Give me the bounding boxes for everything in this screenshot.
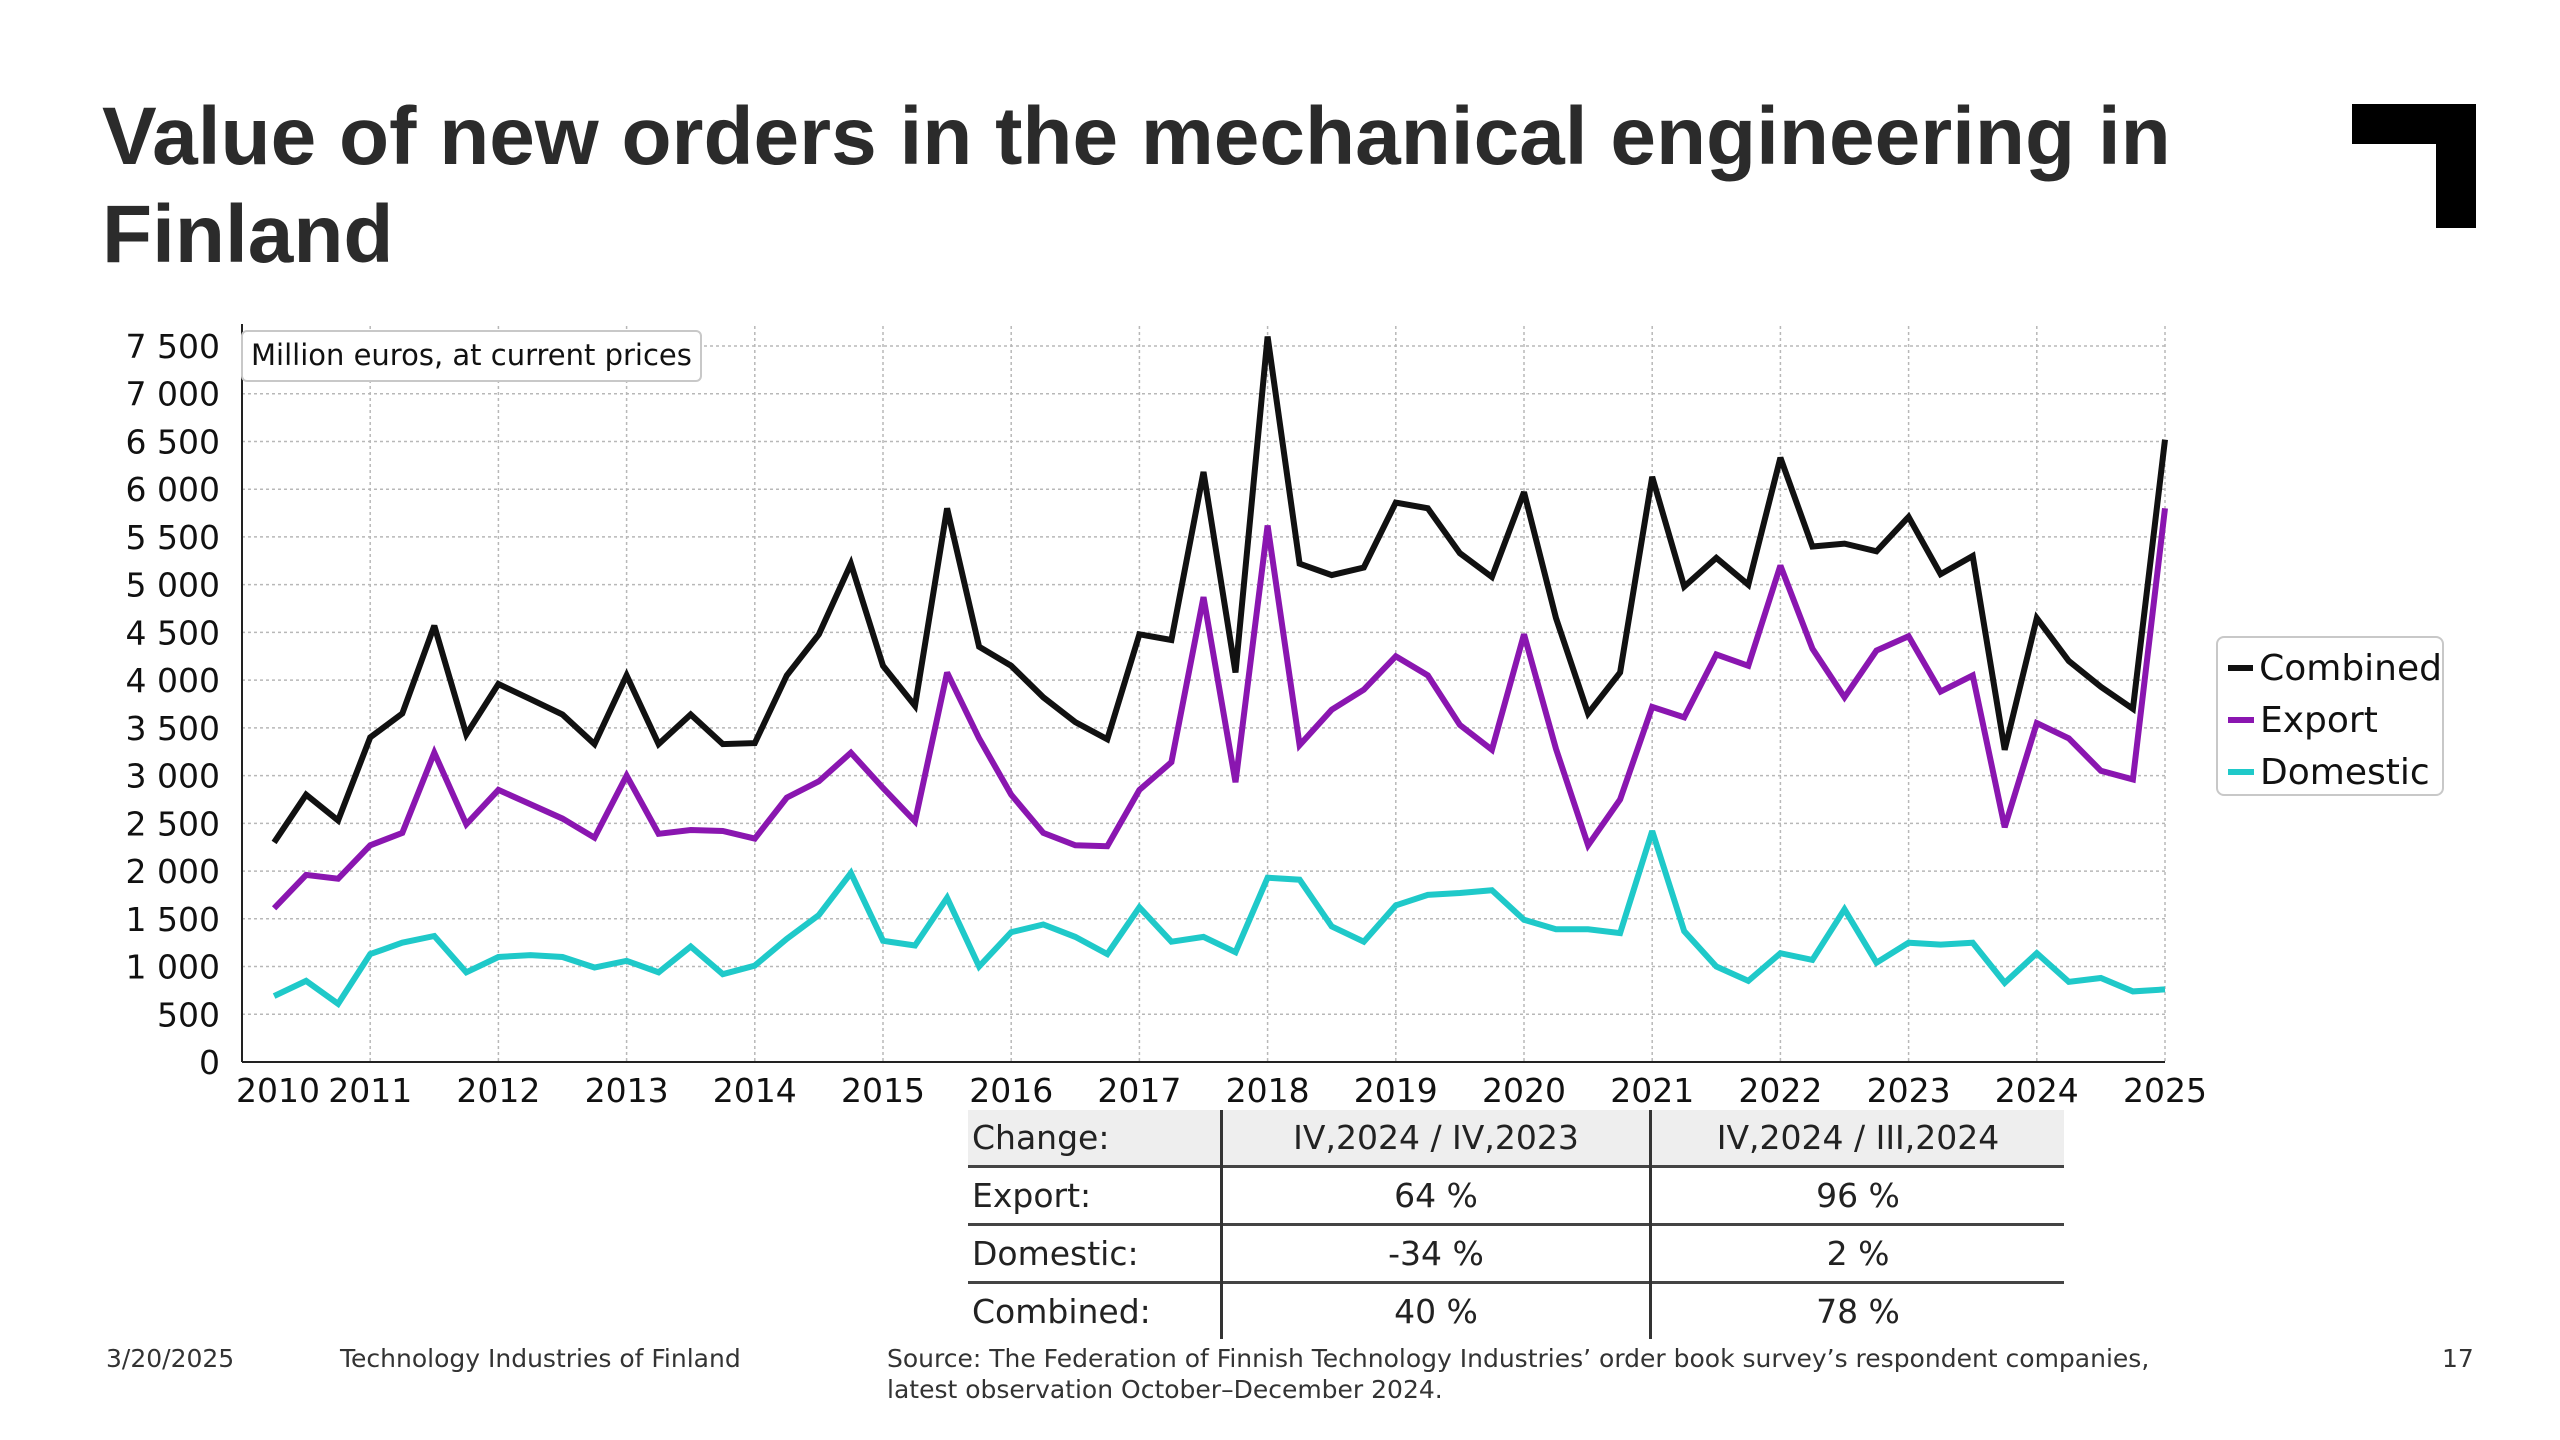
legend-item-combined: Combined bbox=[2228, 642, 2442, 694]
y-tick-label: 2 500 bbox=[126, 804, 220, 843]
footer-source-line1: Source: The Federation of Finnish Techno… bbox=[887, 1344, 2150, 1373]
row-label: Combined: bbox=[972, 1292, 1151, 1331]
x-tick-label: 2011 bbox=[328, 1071, 412, 1110]
y-tick-label: 6 000 bbox=[126, 470, 220, 509]
x-tick-label: 2013 bbox=[585, 1071, 669, 1110]
y-tick-label: 2 000 bbox=[126, 852, 220, 891]
series-line-combined bbox=[271, 336, 2168, 845]
legend-item-domestic: Domestic bbox=[2228, 746, 2442, 798]
x-tick-label: 2024 bbox=[1995, 1071, 2079, 1110]
corner-bracket-logo bbox=[2352, 104, 2476, 228]
x-tick-label: 2016 bbox=[969, 1071, 1053, 1110]
header-label: Change: bbox=[968, 1110, 1222, 1167]
footer-source: Source: The Federation of Finnish Techno… bbox=[887, 1343, 2149, 1405]
x-tick-label: 2023 bbox=[1867, 1071, 1951, 1110]
legend-label-domestic: Domestic bbox=[2260, 751, 2430, 793]
row-label: Export: bbox=[972, 1176, 1092, 1215]
cell-qoq: 78 % bbox=[1649, 1282, 2064, 1339]
y-tick-label: 4 500 bbox=[126, 613, 220, 652]
footer-org: Technology Industries of Finland bbox=[340, 1344, 741, 1373]
x-tick-label: 2012 bbox=[456, 1071, 540, 1110]
legend-swatch-domestic bbox=[2228, 769, 2254, 775]
legend-item-export: Export bbox=[2228, 694, 2442, 746]
y-tick-label: 1 500 bbox=[126, 900, 220, 939]
cell-yoy: 64 % bbox=[1220, 1166, 1651, 1225]
chart-series bbox=[271, 336, 2168, 1009]
legend-label-combined: Combined bbox=[2259, 647, 2442, 689]
y-tick-label: 4 000 bbox=[126, 661, 220, 700]
change-table-header: Change: IV,2024 / IV,2023 IV,2024 / III,… bbox=[968, 1110, 2064, 1167]
x-tick-label: 2021 bbox=[1610, 1071, 1694, 1110]
cell-yoy: 40 % bbox=[1220, 1282, 1651, 1339]
y-tick-label: 5 000 bbox=[126, 566, 220, 605]
footer-date: 3/20/2025 bbox=[106, 1344, 235, 1373]
x-tick-label: 2014 bbox=[713, 1071, 797, 1110]
x-tick-label: 2020 bbox=[1482, 1071, 1566, 1110]
change-table: Change: IV,2024 / IV,2023 IV,2024 / III,… bbox=[968, 1110, 2064, 1339]
line-chart: 0 500 1 000 1 500 2 000 2 500 3 000 3 500 4 000 4… bbox=[126, 324, 2207, 1110]
cell-qoq: 96 % bbox=[1649, 1166, 2064, 1225]
y-tick-label: 0 bbox=[199, 1043, 220, 1082]
series-line-export bbox=[271, 507, 2168, 911]
x-tick-label: 2019 bbox=[1354, 1071, 1438, 1110]
y-tick-label: 500 bbox=[157, 995, 220, 1034]
y-tick-label: 7 000 bbox=[126, 375, 220, 414]
row-label: Domestic: bbox=[972, 1234, 1139, 1273]
series-line-domestic bbox=[272, 830, 2166, 1009]
x-tick-label: 2022 bbox=[1738, 1071, 1822, 1110]
y-tick-label: 1 000 bbox=[126, 948, 220, 987]
x-tick-label: 2018 bbox=[1226, 1071, 1310, 1110]
x-tick-label: 2017 bbox=[1097, 1071, 1181, 1110]
y-tick-label: 3 500 bbox=[126, 709, 220, 748]
table-row: Domestic: -34 % 2 % bbox=[968, 1224, 2064, 1283]
footer-source-line2: latest observation October–December 2024… bbox=[887, 1375, 1443, 1404]
table-row: Combined: 40 % 78 % bbox=[968, 1282, 2064, 1339]
x-tick-label: 2015 bbox=[841, 1071, 925, 1110]
cell-yoy: -34 % bbox=[1220, 1224, 1651, 1283]
x-tick-label: 2010 bbox=[236, 1071, 320, 1110]
table-row: Export: 64 % 96 % bbox=[968, 1166, 2064, 1225]
y-tick-label: 3 000 bbox=[126, 757, 220, 796]
x-tick-label: 2025 bbox=[2123, 1071, 2207, 1110]
chart-grid bbox=[242, 326, 2166, 1062]
y-tick-label: 5 500 bbox=[126, 518, 220, 557]
unit-note: Million euros, at current prices bbox=[241, 330, 702, 382]
y-tick-label: 7 500 bbox=[126, 327, 220, 366]
chart-legend: Combined Export Domestic bbox=[2216, 636, 2444, 796]
legend-label-export: Export bbox=[2260, 699, 2378, 741]
header-yoy: IV,2024 / IV,2023 bbox=[1220, 1110, 1651, 1167]
legend-swatch-export bbox=[2228, 717, 2254, 723]
y-tick-label: 6 500 bbox=[126, 422, 220, 461]
chart-axes: 0 500 1 000 1 500 2 000 2 500 3 000 3 500 4 000 4… bbox=[126, 324, 2207, 1110]
page-title: Value of new orders in the mechanical en… bbox=[102, 91, 2171, 280]
cell-qoq: 2 % bbox=[1649, 1224, 2064, 1283]
header-qoq: IV,2024 / III,2024 bbox=[1649, 1110, 2064, 1167]
legend-swatch-combined bbox=[2228, 665, 2254, 671]
footer-page-number: 17 bbox=[2442, 1344, 2474, 1373]
